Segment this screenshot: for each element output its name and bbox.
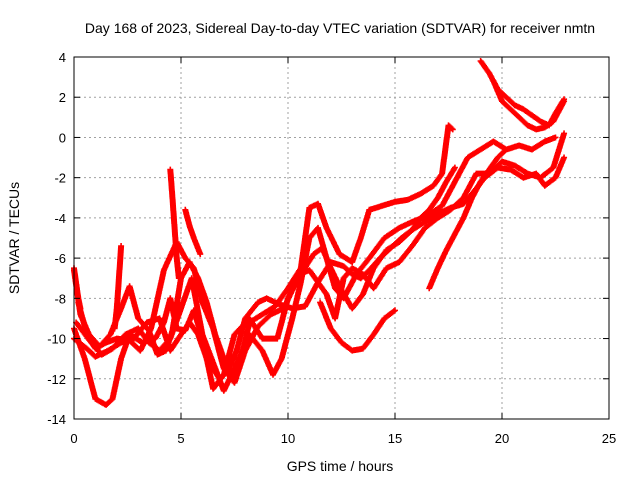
data-marker-trail: [182, 206, 204, 258]
data-marker-trail: [111, 243, 125, 332]
y-tick-label: -4: [54, 211, 66, 226]
data-marker-trail: [71, 164, 458, 382]
series-track-5: [71, 164, 458, 382]
x-tick-label: 10: [281, 431, 295, 446]
data-points: [71, 58, 568, 408]
plot-frame: [73, 56, 610, 420]
y-tick-label: -14: [47, 412, 66, 427]
data-marker-trail: [75, 154, 568, 386]
data-marker-trail: [490, 78, 568, 133]
data-marker-trail: [71, 265, 84, 312]
y-tick-label: -6: [54, 251, 66, 266]
x-tick-label: 0: [70, 431, 77, 446]
y-axis-label: SDTVAR / TECUs: [6, 182, 22, 294]
chart-title: Day 168 of 2023, Sidereal Day-to-day VTE…: [85, 20, 595, 36]
data-marker-trail: [317, 299, 398, 354]
x-tick-label: 20: [495, 431, 509, 446]
y-tick-label: 2: [59, 90, 66, 105]
series-track-11: [111, 243, 125, 332]
x-axis-label: GPS time / hours: [287, 458, 394, 474]
series-track-12: [182, 206, 204, 258]
y-tick-label: -10: [47, 332, 66, 347]
y-tick-label: -2: [54, 171, 66, 186]
series-track-3: [73, 134, 559, 394]
x-tick-label: 5: [177, 431, 184, 446]
y-tick-label: 4: [59, 50, 66, 65]
data-marker-trail: [426, 146, 510, 292]
series-track-10: [167, 166, 182, 282]
y-tick-label: 0: [59, 130, 66, 145]
series-track-7: [426, 146, 510, 292]
series-track-13: [71, 265, 84, 312]
data-marker-trail: [167, 166, 182, 282]
x-tick-label: 15: [388, 431, 402, 446]
y-tick-label: -12: [47, 372, 66, 387]
y-tick-label: -8: [54, 291, 66, 306]
axis-ticks: 0 5 10 15 20 25 -14 -12 -10 -8 -6 -4 -2 0 2 4: [47, 50, 616, 446]
series-track-6: [317, 299, 398, 354]
series-track-2: [75, 154, 568, 386]
x-tick-label: 25: [602, 431, 616, 446]
series-track-9: [490, 78, 568, 133]
data-marker-trail: [73, 134, 559, 394]
